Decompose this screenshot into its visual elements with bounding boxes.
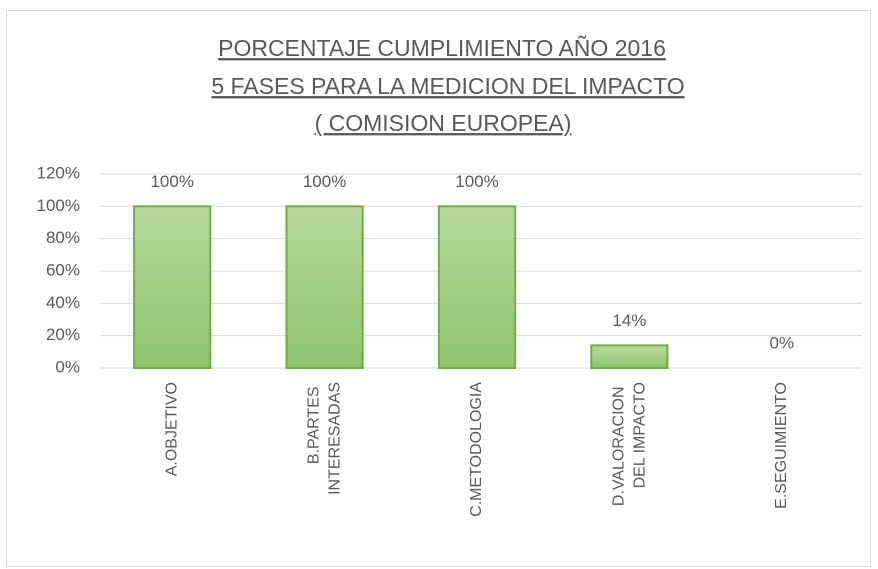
data-label: 100% [150, 172, 193, 191]
data-label: 100% [303, 172, 346, 191]
y-tick-label: 20% [46, 325, 80, 344]
bar [437, 205, 517, 369]
chart-title: PORCENTAJE CUMPLIMIENTO AÑO 2016 [218, 35, 666, 61]
x-tick-label: C.METODOLOGIA [468, 382, 485, 517]
data-label: 100% [455, 172, 498, 191]
bar [133, 205, 212, 369]
chart-title: 5 FASES PARA LA MEDICION DEL IMPACTO [211, 73, 684, 99]
x-tick-label: E.SEGUIMIENTO [773, 382, 790, 509]
y-tick-label: 120% [37, 163, 80, 182]
bar [590, 344, 669, 370]
data-label: 0% [770, 333, 795, 352]
x-tick-label: B.PARTES INTERESADAS [306, 382, 344, 495]
y-tick-label: 60% [46, 260, 80, 279]
bar [285, 205, 364, 369]
y-tick-label: 0% [55, 357, 80, 376]
y-tick-label: 100% [37, 196, 80, 215]
chart-title: ( COMISION EUROPEA) [315, 110, 572, 136]
y-tick-label: 80% [46, 228, 80, 247]
x-tick-label: D.VALORACION DEL IMPACTO [611, 382, 649, 506]
y-tick-label: 40% [46, 293, 80, 312]
data-label: 14% [612, 311, 646, 330]
x-tick-label: A.OBJETIVO [163, 382, 180, 476]
